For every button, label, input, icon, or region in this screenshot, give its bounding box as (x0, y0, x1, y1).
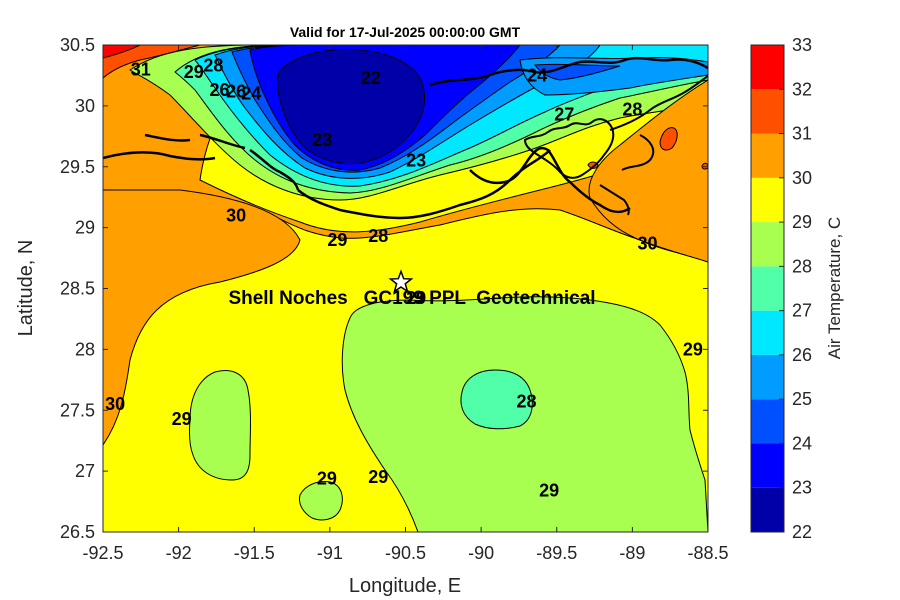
contour-label: 29 (539, 481, 559, 501)
contour-label: 30 (105, 394, 125, 414)
contour-label: 30 (637, 233, 657, 253)
colorbar-tick-label: 27 (792, 301, 812, 321)
coastline-west (103, 133, 551, 220)
contour-label: 31 (131, 59, 151, 79)
contour-label: 26 (226, 81, 246, 101)
colorbar-segment (751, 133, 784, 178)
field-28-29-small (299, 481, 343, 521)
coastline-east (609, 75, 708, 171)
y-tick-label: 27.5 (60, 400, 95, 420)
colorbar-segment (751, 45, 784, 90)
station-star-icon (388, 269, 414, 294)
coastline-delta (429, 56, 708, 214)
station-marker (388, 269, 414, 294)
colorbar-tick-label: 28 (792, 256, 812, 276)
contour-label: 22 (361, 68, 381, 88)
contour-label: 27 (554, 104, 574, 124)
x-tick-label: -91 (317, 543, 343, 563)
colorbar-tick-label: 29 (792, 212, 812, 232)
contour-label: 26 (209, 80, 229, 100)
y-axis-label: Latitude, N (15, 240, 37, 337)
field-28-29-west (188, 370, 251, 481)
temperature-field (103, 45, 708, 532)
contour-label: 28 (622, 100, 642, 120)
contour-label: 29 (317, 468, 337, 488)
y-tick-label: 28.5 (60, 279, 95, 299)
field-27-28-island (460, 369, 533, 430)
contour-label: 23 (406, 151, 426, 171)
colorbar-tick-label: 22 (792, 522, 812, 542)
x-tick-label: -92 (166, 543, 192, 563)
x-tick-label: -90 (468, 543, 494, 563)
contour-label: 24 (241, 84, 261, 104)
contour-label: 24 (527, 65, 547, 85)
x-tick-label: -89 (619, 543, 645, 563)
chart-title: Valid for 17-Jul-2025 00:00:00 GMT (290, 24, 521, 40)
x-tick-label: -89.5 (536, 543, 577, 563)
colorbar-segment (751, 487, 784, 532)
field-31-32-nw (103, 45, 201, 79)
colorbar-tick-label: 32 (792, 79, 812, 99)
y-tick-label: 28 (75, 339, 95, 359)
colorbar-segment (751, 177, 784, 223)
x-tick-label: -92.5 (82, 543, 123, 563)
colorbar-tick-label: 23 (792, 478, 812, 498)
colorbar-label: Air Temperature, C (825, 217, 844, 359)
contour-label: 28 (203, 56, 223, 76)
station-label: Shell Noches GC199 PPL Geotechnical (228, 288, 595, 309)
contour-label: 28 (368, 226, 388, 246)
y-tick-label: 30.5 (60, 35, 95, 55)
contour-label: 29 (172, 409, 192, 429)
field-22-23 (277, 49, 426, 165)
y-tick-label: 27 (75, 461, 95, 481)
colorbar-segment (751, 310, 784, 355)
colorbar-tick-label: 26 (792, 345, 812, 365)
contour-label: 30 (226, 205, 246, 225)
contour-label: 29 (368, 467, 388, 487)
colorbar-segment (751, 399, 784, 444)
colorbar-segment (751, 89, 784, 134)
colorbar-tick-label: 25 (792, 389, 812, 409)
x-axis: -92.5 -92 -91.5 -91 -90.5 -90 -89.5 -89 -88.5 (82, 45, 729, 563)
x-tick-label: -88.5 (687, 543, 728, 563)
colorbar-segment (751, 266, 784, 311)
contour-label: 23 (312, 130, 332, 150)
field-31-east-island (659, 127, 678, 151)
y-tick-label: 29 (75, 218, 95, 238)
y-tick-label: 26.5 (60, 522, 95, 542)
y-axis: 26.5 27 27.5 28 28.5 29 29.5 30 30.5 (60, 35, 708, 542)
contour-label: 29 (406, 288, 426, 308)
colorbar-tick-label: 24 (792, 433, 812, 453)
colorbar-segment (751, 222, 784, 267)
colorbar-frame (750, 44, 785, 533)
colorbar: 22 23 24 25 26 27 28 29 30 31 32 33 (750, 35, 812, 542)
colorbar-segment (751, 443, 784, 488)
colorbar-tick-label: 33 (792, 35, 812, 55)
field-30-31-west (103, 189, 301, 446)
contour-label: 29 (184, 62, 204, 82)
contour-label: 29 (327, 230, 347, 250)
x-tick-label: -91.5 (234, 543, 275, 563)
colorbar-tick-label: 30 (792, 168, 812, 188)
colorbar-segment (751, 354, 784, 400)
y-tick-label: 29.5 (60, 157, 95, 177)
y-tick-label: 30 (75, 96, 95, 116)
colorbar-tick-label: 31 (792, 124, 812, 144)
x-tick-label: -90.5 (385, 543, 426, 563)
coastline-birdfoot (523, 118, 630, 216)
x-axis-label: Longitude, E (349, 575, 461, 597)
contour-label: 28 (516, 392, 536, 412)
field-31-east-dot2 (701, 162, 708, 170)
contour-label: 29 (683, 339, 703, 359)
